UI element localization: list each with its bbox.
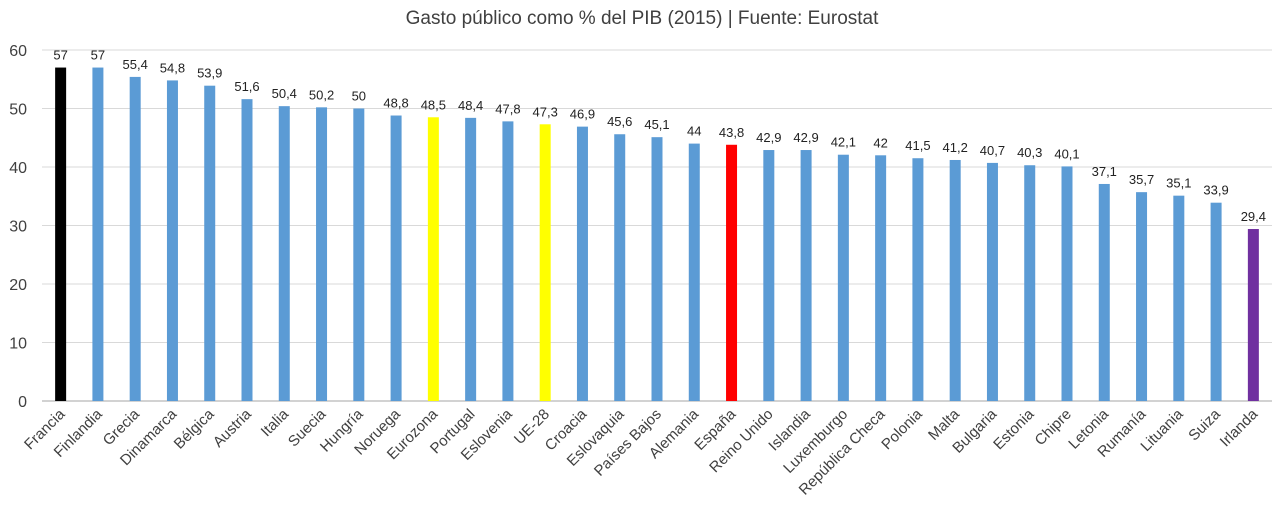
bar xyxy=(204,85,216,401)
bar xyxy=(278,106,290,401)
y-tick-label: 40 xyxy=(9,160,27,177)
data-label: 35,1 xyxy=(1166,176,1191,191)
bar xyxy=(726,144,738,401)
x-tick-label: Austria xyxy=(210,405,255,450)
bar xyxy=(92,67,104,402)
bar xyxy=(1136,192,1148,401)
bar xyxy=(1173,195,1185,401)
bar xyxy=(427,117,439,402)
data-label: 42,9 xyxy=(793,130,818,145)
bar xyxy=(129,76,141,401)
x-tick-label: Bélgica xyxy=(171,405,218,452)
y-tick-label: 20 xyxy=(9,277,27,294)
bar xyxy=(390,115,402,402)
bar xyxy=(316,107,328,401)
data-label: 57 xyxy=(53,48,67,63)
bar xyxy=(614,134,626,402)
y-tick-label: 60 xyxy=(9,43,27,60)
data-label: 43,8 xyxy=(719,125,744,140)
data-label: 50 xyxy=(352,89,366,104)
chart-title: Gasto público como % del PIB (2015) | Fu… xyxy=(406,8,880,29)
data-label: 35,7 xyxy=(1129,172,1154,187)
y-tick-label: 30 xyxy=(9,219,27,236)
y-tick-label: 10 xyxy=(9,336,27,353)
data-label: 42,1 xyxy=(831,135,856,150)
data-label: 48,4 xyxy=(458,98,483,113)
data-label: 29,4 xyxy=(1241,209,1266,224)
bar xyxy=(55,67,67,402)
bar xyxy=(800,150,812,401)
data-label: 47,8 xyxy=(495,101,520,116)
data-label: 55,4 xyxy=(123,57,148,72)
bar xyxy=(949,159,961,401)
data-label: 51,6 xyxy=(234,79,259,94)
x-axis: FranciaFinlandiaGreciaDinamarcaBélgicaAu… xyxy=(21,405,1262,498)
data-labels: 57 57 55,4 54,8 53,9 51,6 50,4 50,2 50 48,8 48,5 48… xyxy=(53,48,1266,224)
data-label: 48,5 xyxy=(421,97,446,112)
data-label: 50,4 xyxy=(272,86,297,101)
bar xyxy=(576,126,588,401)
bar xyxy=(986,162,998,401)
bar xyxy=(875,155,887,401)
data-label: 41,5 xyxy=(905,138,930,153)
data-label: 33,9 xyxy=(1203,183,1228,198)
bar xyxy=(353,108,365,401)
data-label: 47,3 xyxy=(533,104,558,119)
bar xyxy=(539,124,551,402)
bar xyxy=(837,154,849,401)
bar xyxy=(502,121,514,402)
y-axis: 0 10 20 30 40 50 60 xyxy=(9,43,27,411)
bar xyxy=(763,150,775,401)
x-tick-label: Estonia xyxy=(990,405,1038,453)
data-label: 45,1 xyxy=(644,117,669,132)
data-label: 50,2 xyxy=(309,87,334,102)
y-tick-label: 0 xyxy=(18,394,27,411)
y-tick-label: 50 xyxy=(9,102,27,119)
x-tick-label: Irlanda xyxy=(1217,405,1262,450)
bar xyxy=(465,117,477,402)
data-label: 54,8 xyxy=(160,60,185,75)
data-label: 42 xyxy=(873,135,887,150)
bar xyxy=(1024,165,1036,401)
bar xyxy=(1061,166,1073,401)
data-label: 48,8 xyxy=(383,96,408,111)
x-tick-label: Lituania xyxy=(1137,405,1187,455)
data-label: 42,9 xyxy=(756,130,781,145)
data-label: 40,7 xyxy=(980,143,1005,158)
bar xyxy=(166,80,178,402)
data-label: 37,1 xyxy=(1092,164,1117,179)
bar xyxy=(1210,202,1222,401)
bar xyxy=(1247,229,1259,401)
data-label: 40,1 xyxy=(1054,146,1079,161)
bar xyxy=(241,99,253,401)
data-label: 41,2 xyxy=(943,140,968,155)
bars xyxy=(55,67,1259,402)
data-label: 46,9 xyxy=(570,107,595,122)
data-label: 45,6 xyxy=(607,114,632,129)
data-label: 57 xyxy=(91,48,105,63)
data-label: 40,3 xyxy=(1017,145,1042,160)
data-label: 53,9 xyxy=(197,66,222,81)
bar xyxy=(688,143,700,401)
bar xyxy=(651,137,663,402)
bar xyxy=(1098,183,1110,401)
data-label: 44 xyxy=(687,124,701,139)
bar xyxy=(912,158,924,401)
x-tick-label: Polonia xyxy=(878,405,926,453)
